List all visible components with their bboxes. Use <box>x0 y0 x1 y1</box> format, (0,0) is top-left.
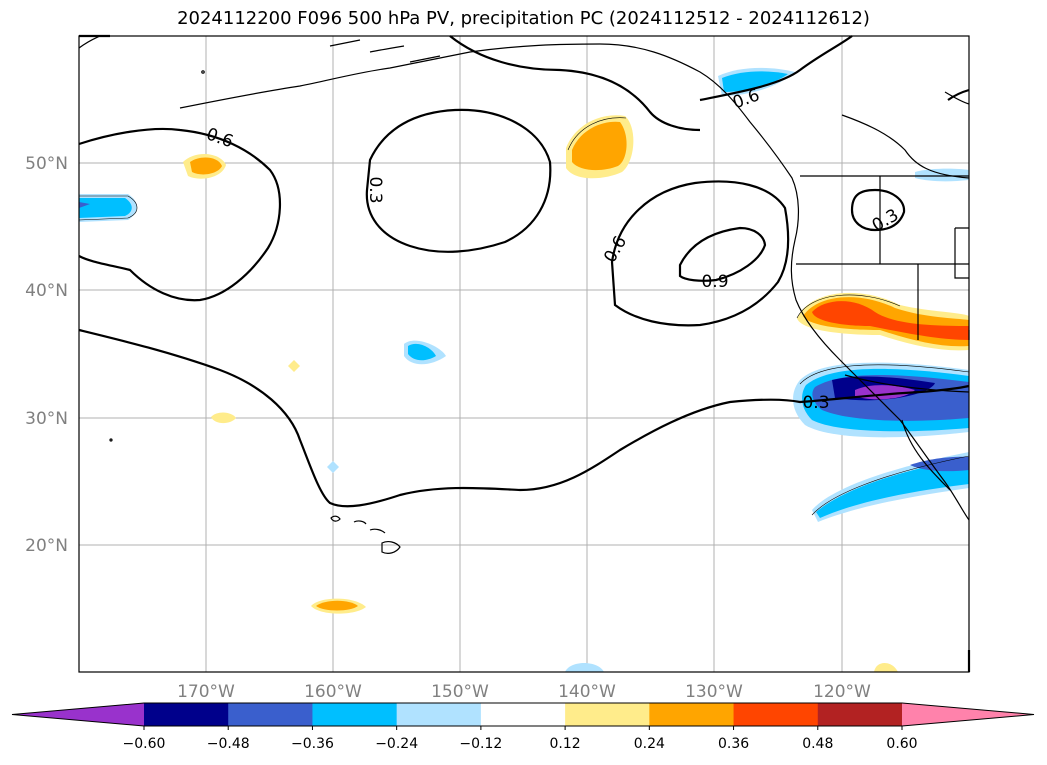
precip-neg-cyan-west <box>79 198 132 218</box>
lat-label-50n: 50°N <box>25 154 68 174</box>
thin-contour-140w <box>567 117 627 151</box>
precip-pos-dot-163w <box>288 360 300 372</box>
contour-0.3-small <box>850 188 906 232</box>
border-us-mexico <box>844 374 970 393</box>
contour-0.3-closed <box>365 108 552 253</box>
precip-pos-bottom-118w <box>874 663 898 672</box>
thin-contour-mexico <box>811 455 970 516</box>
precip-neg-dot-160w <box>327 461 339 473</box>
map-frame <box>78 35 970 673</box>
coastline-hudson <box>944 91 970 105</box>
precip-neg-blue-west <box>79 202 90 208</box>
contour-0.9-closed <box>678 226 767 282</box>
precip-neg-cyan-155w <box>408 343 436 361</box>
contour-topright <box>947 88 970 101</box>
contour-upper <box>449 35 701 132</box>
lat-label-30n: 30°N <box>25 409 68 429</box>
latitude-labels: 50°N 40°N 30°N 20°N <box>25 154 68 556</box>
contour-label-0.9: 0.9 <box>701 272 728 292</box>
precip-neg-cyan-bc <box>722 71 788 92</box>
lat-label-40n: 40°N <box>25 281 68 301</box>
precip-neg-rightedge-48n <box>915 168 969 182</box>
island-dot-1 <box>201 70 205 74</box>
colorbar-tick-label: 0.60 <box>886 736 917 752</box>
colorbar-segment <box>396 703 482 726</box>
border-right-box <box>954 227 969 279</box>
island-molokai <box>369 528 386 534</box>
colorbar-extend-low <box>12 703 144 726</box>
islands <box>109 39 441 554</box>
contour-label-0.3-south: 0.3 <box>802 393 829 413</box>
precip-pos-yellow-169w <box>211 412 236 424</box>
colorbar-ticks: −0.60 −0.48 −0.36 −0.24 −0.12 0.12 0.24 0.36 0.4… <box>123 726 918 752</box>
colorbar-segment <box>228 703 313 726</box>
lon-label-150w: 150°W <box>431 682 489 702</box>
precip-neg-bottom-140w <box>565 663 604 672</box>
precip-pos-red-cal <box>812 301 969 340</box>
island-big-island <box>381 541 401 554</box>
colorbar-tick-label: −0.60 <box>123 736 166 752</box>
pv-contours <box>78 34 971 672</box>
contour-0.6-closed <box>610 180 790 327</box>
thin-contour-socal <box>799 364 970 385</box>
colorbar-tick-label: 0.48 <box>802 736 833 752</box>
colorbar-segment <box>817 703 903 726</box>
island-dot-2 <box>109 438 113 442</box>
map-title: 2024112200 F096 500 hPa PV, precipitatio… <box>177 8 870 29</box>
contour-west-0.6 <box>78 127 281 302</box>
colorbar-segment <box>480 703 566 726</box>
colorbar-segment <box>312 703 398 726</box>
colorbar-tick-label: 0.24 <box>634 736 665 752</box>
lat-label-20n: 20°N <box>25 536 68 556</box>
coastline-north-america <box>179 43 970 521</box>
precip-neg-cyan-mexico <box>816 458 969 518</box>
contour-label-0.3-center: 0.3 <box>365 176 385 203</box>
coastline-baja <box>901 419 951 491</box>
precip-pos-orange-140w <box>572 121 627 171</box>
lon-label-160w: 160°W <box>304 682 362 702</box>
colorbar-extend-high <box>902 703 1034 726</box>
precipitation-shading <box>79 67 969 672</box>
colorbar-tick-label: −0.48 <box>207 736 250 752</box>
precip-pos-orange-160w-15n <box>316 600 358 611</box>
colorbar-segment <box>733 703 819 726</box>
colorbar-tick-label: 0.36 <box>718 736 749 752</box>
aleutians <box>329 39 441 63</box>
colorbar-tick-label: 0.12 <box>550 736 581 752</box>
lon-label-170w: 170°W <box>177 682 235 702</box>
island-oahu <box>353 520 367 525</box>
precip-pos-orange-170w <box>190 157 222 175</box>
colorbar-segment <box>144 703 229 726</box>
contour-0.6-bc <box>699 35 853 102</box>
colorbar-segment <box>565 703 650 726</box>
island-kauai <box>330 515 341 522</box>
contour-0.3-south <box>78 328 970 508</box>
lon-label-120w: 120°W <box>813 682 871 702</box>
colorbar <box>11 702 1035 727</box>
longitude-labels: 170°W 160°W 150°W 140°W 130°W 120°W <box>177 682 871 702</box>
colorbar-tick-label: −0.12 <box>459 736 502 752</box>
colorbar-tick-label: −0.36 <box>291 736 334 752</box>
lon-label-130w: 130°W <box>685 682 743 702</box>
border-canada <box>841 114 970 179</box>
colorbar-segment <box>649 703 735 726</box>
precip-neg-blue-mexico <box>910 456 969 472</box>
thin-contour-west <box>78 195 138 221</box>
lon-label-140w: 140°W <box>558 682 616 702</box>
colorbar-tick-label: −0.24 <box>375 736 418 752</box>
